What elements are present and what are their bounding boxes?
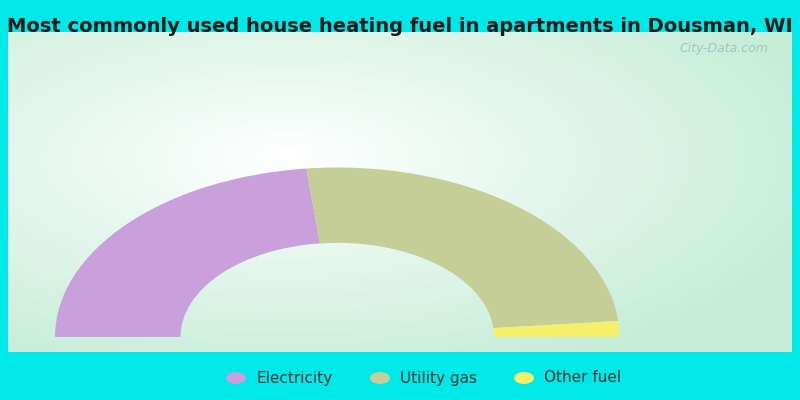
Wedge shape (306, 168, 618, 328)
Wedge shape (55, 168, 320, 337)
Text: Most commonly used house heating fuel in apartments in Dousman, WI: Most commonly used house heating fuel in… (7, 16, 793, 36)
Text: City-Data.com: City-Data.com (680, 42, 769, 55)
Text: Electricity: Electricity (256, 370, 332, 386)
Text: Other fuel: Other fuel (544, 370, 621, 386)
Text: Utility gas: Utility gas (400, 370, 477, 386)
Wedge shape (494, 321, 619, 337)
